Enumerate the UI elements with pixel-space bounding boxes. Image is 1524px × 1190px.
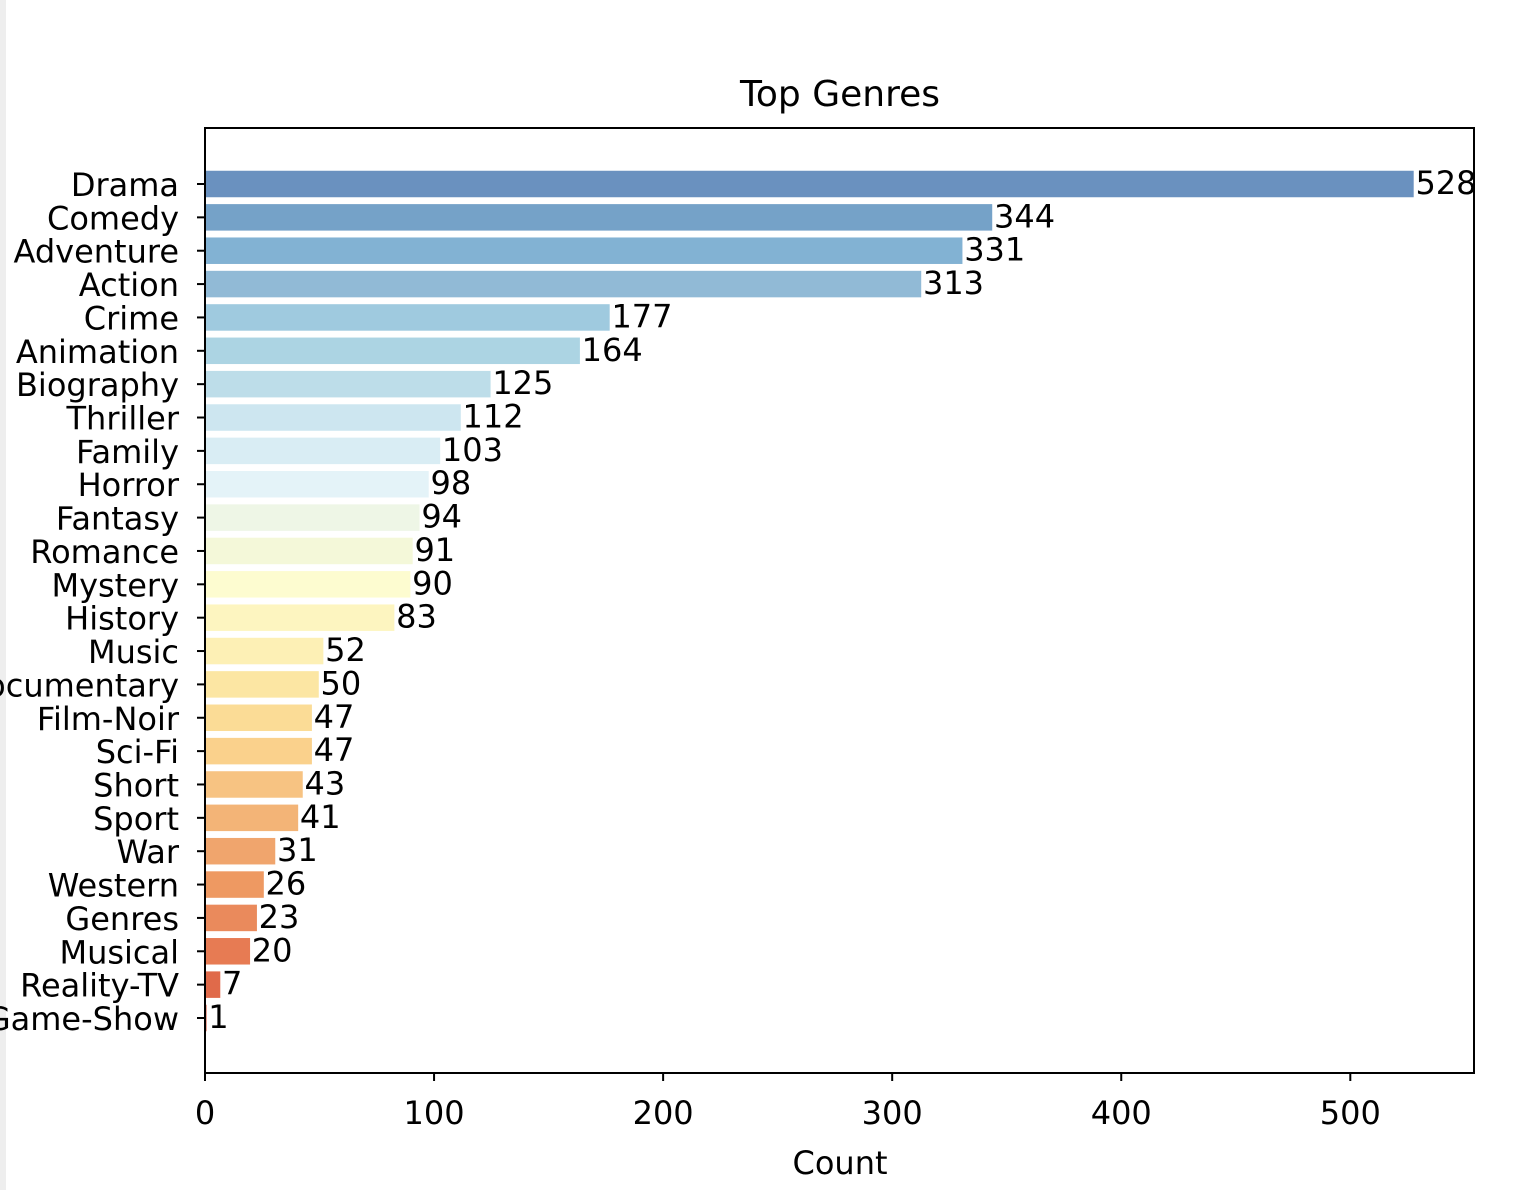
y-tick-label-fantasy: Fantasy [56,500,179,538]
bar-western [204,869,266,900]
window-edge [0,0,6,1190]
bar-animation [204,336,582,366]
value-label-biography: 125 [492,364,553,402]
bar-horror [204,469,431,499]
value-label-romance: 91 [414,531,455,569]
y-tick-label-music: Music [88,633,179,671]
y-tick-label-short: Short [93,766,179,804]
x-tick-label-500: 500 [1320,1094,1381,1132]
y-tick-label-game-show: Game-Show [0,1000,179,1038]
y-tick-label-comedy: Comedy [47,199,179,237]
y-tick-label-sport: Sport [93,800,179,838]
value-label-genres: 23 [259,898,300,936]
y-tick-label-thriller: Thriller [66,400,180,438]
y-tick-label-animation: Animation [16,333,179,371]
value-label-crime: 177 [611,297,672,335]
y-tick-label-horror: Horror [78,466,180,504]
bar-crime [204,302,612,333]
value-label-thriller: 112 [463,398,524,436]
bar-romance [204,536,415,566]
x-tick-label-200: 200 [633,1094,694,1132]
value-label-fantasy: 94 [421,498,462,536]
value-label-musical: 20 [252,931,293,969]
bar-documentary [204,669,321,700]
bar-thriller [204,402,463,433]
value-label-horror: 98 [430,464,471,502]
value-label-adventure: 331 [964,231,1025,269]
value-label-family: 103 [442,431,503,469]
bar-family [204,436,442,466]
y-tick-label-romance: Romance [30,533,179,571]
y-tick-label-action: Action [79,266,179,304]
y-tick-label-mystery: Mystery [51,566,179,604]
bar-genres [204,903,259,933]
x-tick-label-400: 400 [1091,1094,1152,1132]
value-label-comedy: 344 [994,197,1055,235]
bar-action [204,269,923,299]
y-tick-label-documentary: Documentary [0,666,179,704]
value-label-reality-tv: 7 [222,965,242,1003]
value-label-history: 83 [396,598,437,636]
bar-drama [204,169,1416,199]
y-tick-label-musical: Musical [59,933,179,971]
value-label-documentary: 50 [321,664,362,702]
y-tick-label-reality-tv: Reality-TV [20,967,179,1005]
y-tick-label-war: War [117,833,180,871]
x-axis-label: Count [792,1144,887,1182]
bar-film-noir [204,703,314,733]
bars-group [204,169,1416,1033]
bar-music [204,636,325,666]
value-label-war: 31 [277,831,318,869]
bar-mystery [204,569,412,600]
value-label-action: 313 [923,264,984,302]
bar-sci-fi [204,736,314,766]
value-label-drama: 528 [1415,164,1476,202]
x-tick-label-300: 300 [862,1094,923,1132]
bar-musical [204,936,252,967]
value-label-sport: 41 [300,798,341,836]
y-tick-label-family: Family [76,433,179,471]
value-label-western: 26 [266,865,307,903]
bar-history [204,602,396,633]
x-tick-label-100: 100 [404,1094,465,1132]
y-tick-label-western: Western [48,867,179,905]
x-axis: 0 100 200 300 400 500 [195,1073,1381,1132]
x-tick-label-0: 0 [195,1094,215,1132]
bar-adventure [204,235,964,266]
y-tick-label-sci-fi: Sci-Fi [96,733,179,771]
value-label-mystery: 90 [412,564,453,602]
bar-fantasy [204,502,422,533]
bar-biography [204,369,493,399]
y-axis: DramaComedyAdventureActionCrimeAnimation… [0,166,205,1038]
value-label-sci-fi: 47 [314,731,355,769]
value-label-film-noir: 47 [314,698,355,736]
value-label-music: 52 [325,631,366,669]
y-tick-label-adventure: Adventure [13,233,179,271]
bar-sport [204,803,300,833]
bar-comedy [204,202,994,233]
value-label-animation: 164 [582,331,643,369]
value-label-game-show: 1 [208,998,228,1036]
chart-title: Top Genres [739,74,940,115]
y-tick-label-drama: Drama [71,166,179,204]
y-tick-label-biography: Biography [16,366,179,404]
bar-reality-tv [204,969,222,1000]
y-tick-label-crime: Crime [84,299,179,337]
bar-war [204,836,277,866]
value-label-short: 43 [304,764,345,802]
y-tick-label-genres: Genres [65,900,179,938]
plot-frame [204,127,1475,1074]
bar-short [204,769,305,800]
y-tick-label-film-noir: Film-Noir [37,700,180,738]
y-tick-label-history: History [65,600,179,638]
